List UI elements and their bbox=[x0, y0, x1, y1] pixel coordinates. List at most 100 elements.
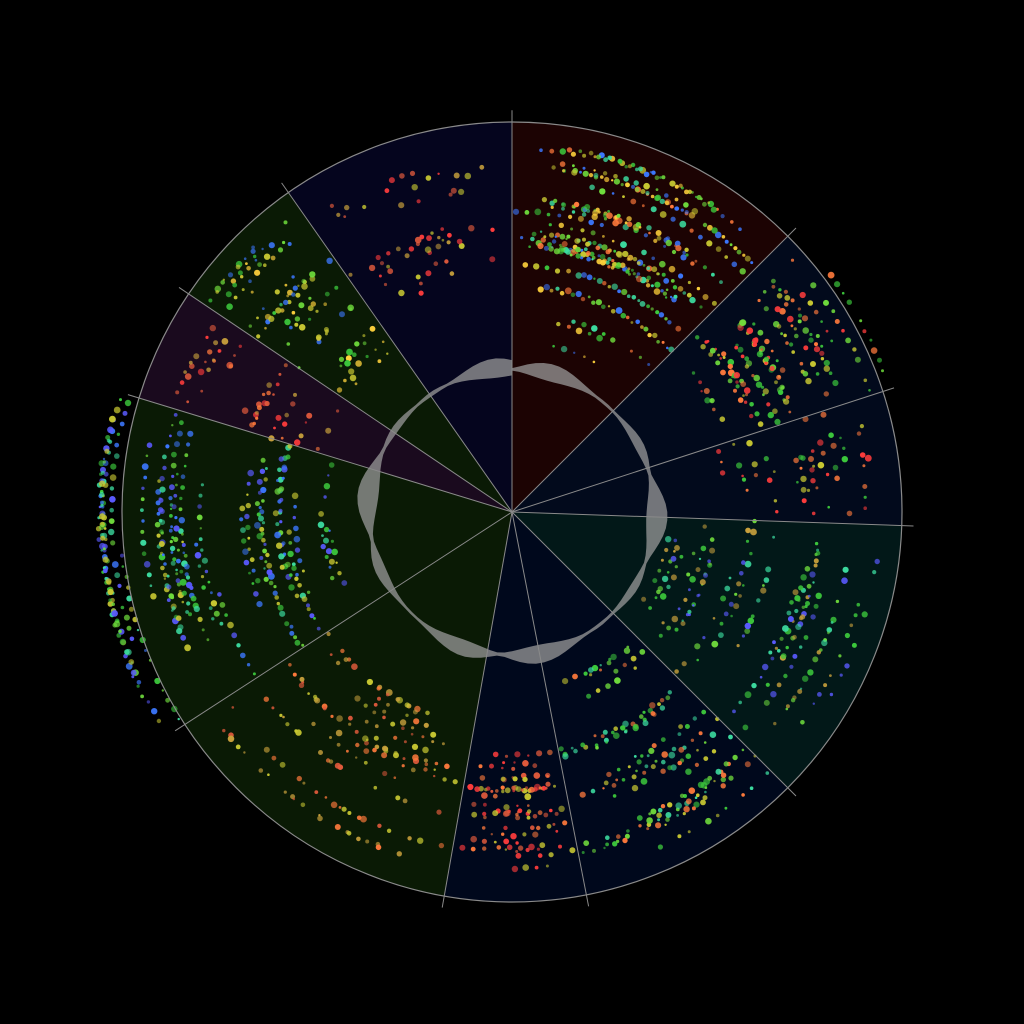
data-point bbox=[170, 462, 177, 469]
data-point bbox=[252, 421, 256, 426]
data-point bbox=[687, 189, 692, 194]
data-point bbox=[283, 363, 288, 368]
data-point bbox=[793, 327, 797, 331]
data-point bbox=[198, 537, 203, 542]
sector-divider-4 bbox=[511, 511, 797, 797]
data-point bbox=[744, 622, 751, 630]
data-point bbox=[741, 560, 746, 565]
data-point bbox=[694, 259, 698, 263]
data-point bbox=[549, 288, 554, 293]
data-point bbox=[277, 604, 284, 611]
data-point bbox=[393, 735, 398, 740]
data-point bbox=[792, 653, 798, 659]
data-point bbox=[293, 525, 299, 532]
data-point bbox=[288, 584, 295, 591]
data-point bbox=[763, 306, 769, 312]
data-point bbox=[719, 621, 724, 626]
data-point bbox=[482, 811, 487, 817]
data-point bbox=[448, 192, 453, 197]
data-point bbox=[527, 804, 530, 807]
data-point bbox=[512, 776, 518, 782]
data-point bbox=[161, 689, 164, 692]
data-point bbox=[558, 844, 562, 849]
data-point bbox=[398, 289, 405, 297]
data-point bbox=[284, 283, 288, 287]
data-point bbox=[474, 786, 481, 792]
data-point bbox=[572, 164, 575, 168]
data-point bbox=[323, 537, 329, 544]
data-point bbox=[197, 616, 203, 623]
data-point bbox=[339, 311, 345, 318]
data-point bbox=[728, 775, 734, 781]
data-point bbox=[638, 226, 642, 229]
data-point bbox=[664, 200, 670, 206]
data-point bbox=[295, 292, 301, 298]
data-point bbox=[165, 444, 170, 449]
data-point bbox=[424, 246, 432, 253]
data-point bbox=[493, 840, 497, 844]
data-point bbox=[240, 275, 244, 279]
data-point bbox=[526, 809, 532, 814]
data-point bbox=[250, 248, 256, 254]
data-point bbox=[734, 592, 738, 596]
data-point bbox=[790, 698, 796, 703]
data-point bbox=[492, 751, 499, 758]
data-point bbox=[159, 519, 166, 525]
data-point bbox=[636, 815, 643, 821]
data-point bbox=[464, 172, 472, 180]
data-point bbox=[181, 532, 184, 536]
data-point bbox=[314, 790, 319, 794]
data-point bbox=[673, 294, 678, 299]
data-point bbox=[524, 210, 530, 215]
data-point bbox=[140, 529, 145, 534]
data-point bbox=[217, 592, 222, 597]
data-point bbox=[490, 789, 494, 793]
data-point bbox=[113, 620, 121, 628]
data-point bbox=[652, 332, 658, 339]
data-point bbox=[685, 253, 689, 257]
data-point bbox=[169, 545, 176, 552]
data-point bbox=[481, 826, 486, 830]
data-point bbox=[801, 315, 809, 322]
data-point bbox=[293, 504, 297, 509]
data-point bbox=[760, 385, 765, 389]
data-point bbox=[501, 766, 504, 770]
data-point bbox=[301, 596, 308, 602]
data-point bbox=[261, 307, 265, 310]
data-point bbox=[539, 230, 543, 233]
data-point bbox=[338, 806, 342, 809]
data-point bbox=[675, 802, 682, 809]
data-point bbox=[813, 563, 818, 568]
sector-1-points bbox=[691, 258, 884, 427]
data-point bbox=[704, 397, 711, 404]
data-point bbox=[685, 768, 692, 775]
data-point bbox=[626, 257, 631, 261]
data-point bbox=[729, 243, 733, 247]
data-point bbox=[582, 170, 589, 177]
data-point bbox=[744, 364, 750, 369]
data-point bbox=[174, 441, 180, 448]
data-point bbox=[678, 724, 683, 729]
data-point bbox=[386, 702, 390, 707]
data-point bbox=[565, 249, 571, 255]
data-point bbox=[650, 284, 654, 288]
data-point bbox=[310, 301, 316, 307]
data-point bbox=[213, 610, 220, 617]
data-point bbox=[169, 484, 175, 491]
data-point bbox=[209, 324, 216, 332]
data-point bbox=[183, 464, 187, 468]
data-point bbox=[639, 301, 646, 307]
data-point bbox=[98, 524, 105, 530]
data-point bbox=[176, 430, 183, 437]
data-point bbox=[256, 334, 261, 339]
data-point bbox=[633, 755, 637, 758]
data-point bbox=[207, 349, 213, 355]
data-point bbox=[183, 370, 187, 374]
data-point bbox=[102, 547, 106, 551]
data-point bbox=[611, 730, 615, 735]
data-point bbox=[199, 527, 202, 530]
data-point bbox=[263, 253, 271, 260]
data-point bbox=[841, 456, 848, 463]
data-point bbox=[530, 236, 535, 242]
data-point bbox=[396, 851, 402, 857]
